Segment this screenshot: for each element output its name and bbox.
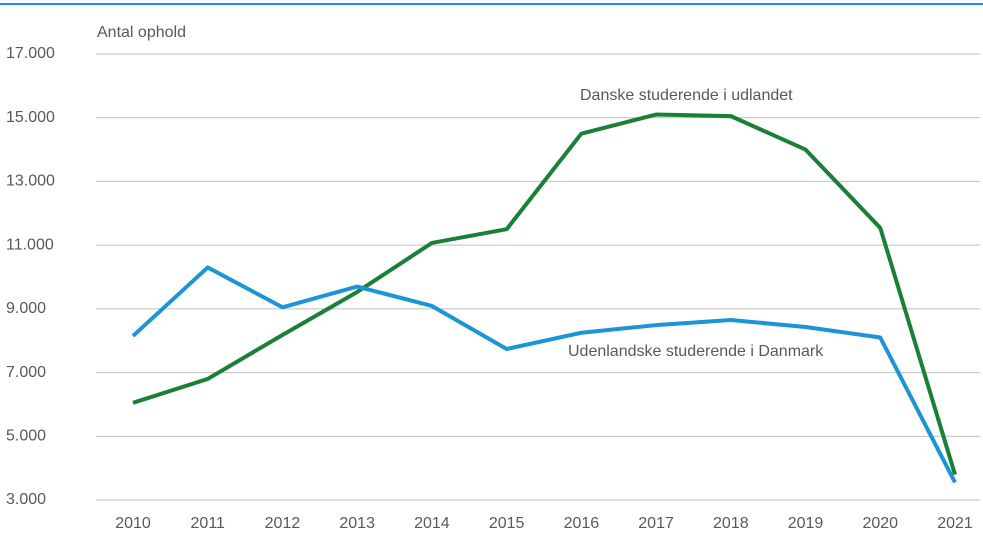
x-tick-label: 2019 xyxy=(788,515,824,532)
y-tick-label: 7.000 xyxy=(6,364,46,381)
x-tick-label: 2021 xyxy=(937,515,973,532)
y-axis-label: Antal ophold xyxy=(97,24,186,41)
x-tick-label: 2018 xyxy=(713,515,749,532)
x-tick-label: 2013 xyxy=(339,515,375,532)
x-tick-label: 2020 xyxy=(862,515,898,532)
y-tick-label: 5.000 xyxy=(6,428,46,445)
y-tick-label: 11.000 xyxy=(6,236,54,253)
x-tick-label: 2017 xyxy=(638,515,674,532)
x-tick-label: 2014 xyxy=(414,515,450,532)
y-tick-label: 17.000 xyxy=(6,45,55,62)
x-tick-label: 2011 xyxy=(191,515,226,532)
y-tick-label: 13.000 xyxy=(6,173,55,190)
series-label: Udenlandske studerende i Danmark xyxy=(568,343,824,360)
series-label: Danske studerende i udlandet xyxy=(580,87,793,104)
x-tick-label: 2015 xyxy=(489,515,525,532)
x-tick-label: 2010 xyxy=(115,515,151,532)
series-line xyxy=(131,265,957,484)
y-tick-label: 3.000 xyxy=(6,491,46,508)
y-tick-label: 15.000 xyxy=(6,109,55,126)
x-tick-label: 2012 xyxy=(265,515,301,532)
series-line xyxy=(132,112,957,476)
x-tick-label: 2016 xyxy=(564,515,600,532)
y-tick-label: 9.000 xyxy=(6,300,46,317)
